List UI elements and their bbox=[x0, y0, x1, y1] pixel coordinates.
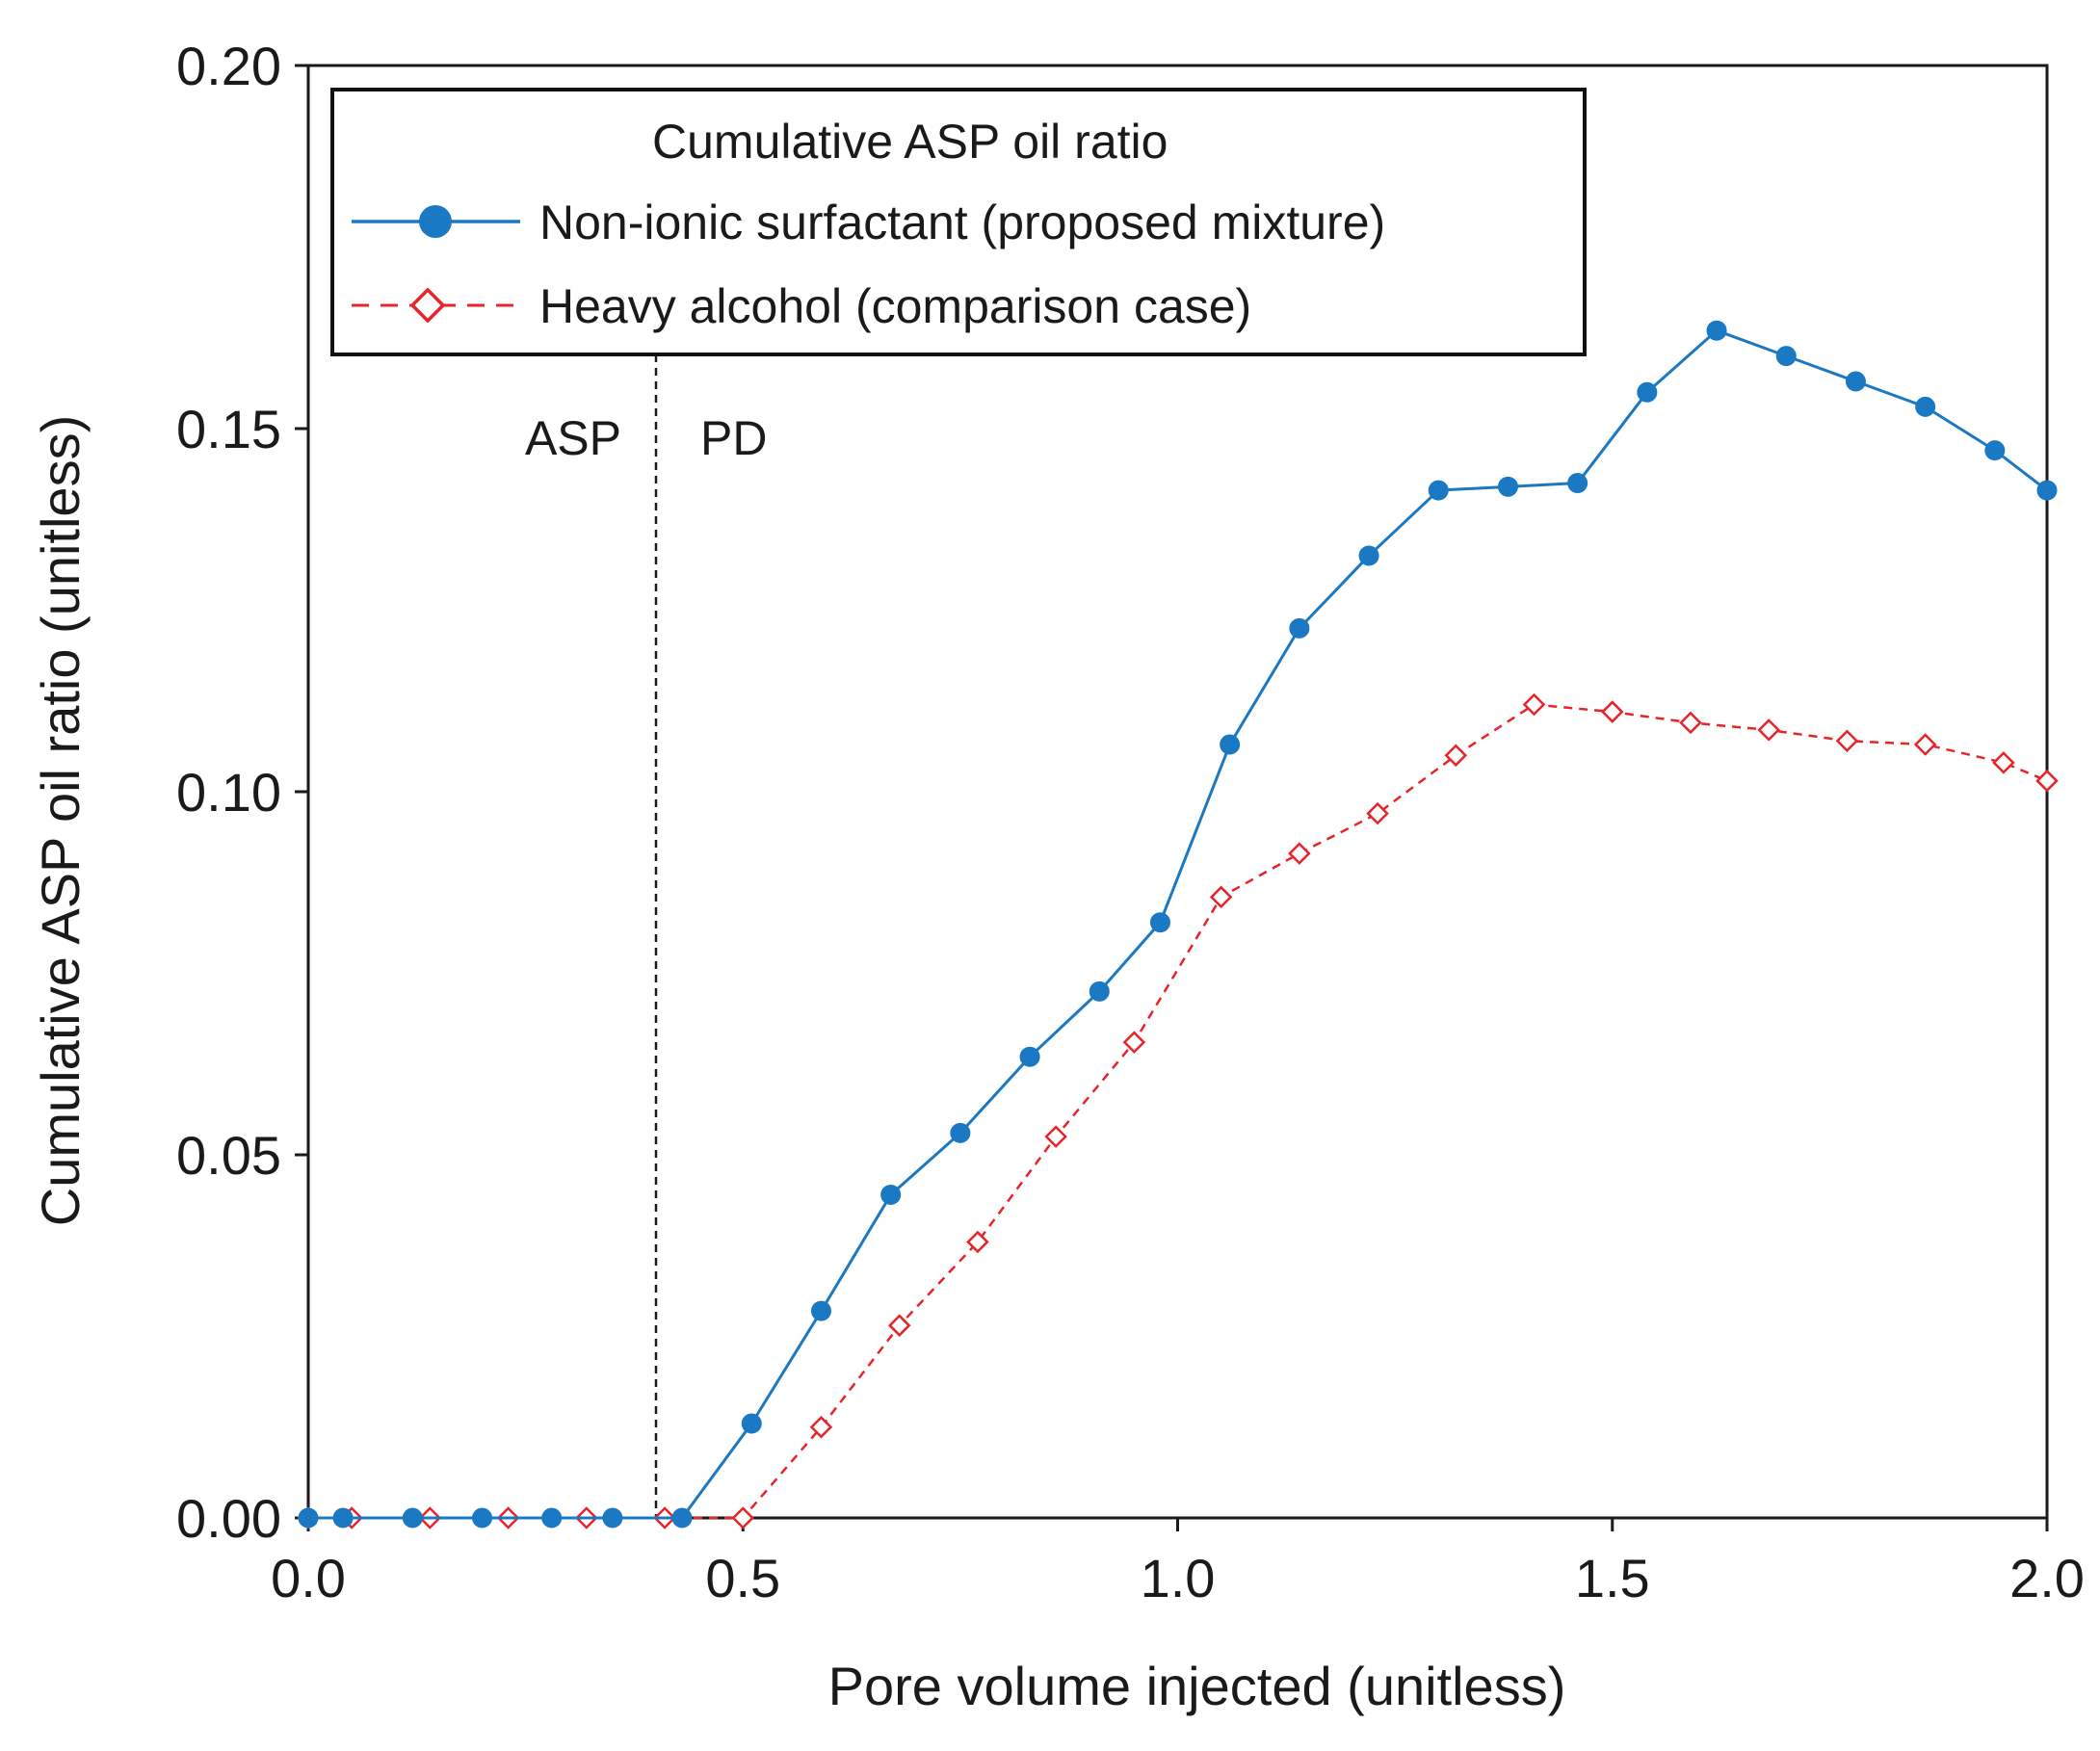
legend-entry-non-ionic-surfactant: Non-ionic surfactant (proposed mixture) bbox=[352, 196, 1385, 249]
point-non-ionic-surfactant bbox=[1149, 912, 1170, 933]
point-non-ionic-surfactant bbox=[1497, 476, 1518, 497]
point-heavy-alcohol bbox=[1600, 700, 1624, 723]
point-non-ionic-surfactant bbox=[1706, 320, 1727, 341]
point-heavy-alcohol bbox=[1913, 733, 1937, 756]
point-non-ionic-surfactant bbox=[472, 1507, 492, 1529]
y-tick-label: 0.00 bbox=[176, 1488, 281, 1549]
y-tick-label: 0.20 bbox=[176, 36, 281, 96]
point-heavy-alcohol bbox=[2035, 769, 2059, 793]
point-non-ionic-surfactant bbox=[2036, 480, 2058, 501]
legend-label-heavy-alcohol: Heavy alcohol (comparison case) bbox=[539, 279, 1251, 333]
point-non-ionic-surfactant bbox=[402, 1507, 423, 1529]
series-heavy-alcohol bbox=[297, 693, 2059, 1529]
point-heavy-alcohol bbox=[1122, 1031, 1146, 1054]
point-non-ionic-surfactant bbox=[1358, 545, 1379, 566]
point-heavy-alcohol bbox=[1288, 842, 1311, 865]
point-non-ionic-surfactant bbox=[950, 1122, 971, 1143]
point-non-ionic-surfactant bbox=[1289, 617, 1310, 639]
point-heavy-alcohol bbox=[809, 1415, 833, 1439]
point-heavy-alcohol bbox=[887, 1314, 911, 1337]
series-non-ionic-surfactant bbox=[298, 320, 2058, 1529]
legend-box bbox=[330, 88, 1587, 356]
asp-region-label: ASP bbox=[525, 411, 621, 465]
point-heavy-alcohol bbox=[966, 1230, 989, 1254]
point-heavy-alcohol bbox=[1209, 885, 1233, 909]
point-heavy-alcohol bbox=[1044, 1125, 1067, 1148]
pd-region-label: PD bbox=[700, 411, 767, 465]
y-tick-label: 0.05 bbox=[176, 1125, 281, 1186]
point-non-ionic-surfactant bbox=[741, 1413, 762, 1434]
point-non-ionic-surfactant bbox=[1428, 480, 1449, 501]
point-heavy-alcohol bbox=[1835, 729, 1859, 752]
point-non-ionic-surfactant bbox=[1019, 1046, 1040, 1067]
point-non-ionic-surfactant bbox=[298, 1507, 319, 1529]
legend-marker-diamond bbox=[409, 287, 446, 324]
x-tick-label: 0.5 bbox=[705, 1548, 780, 1608]
point-non-ionic-surfactant bbox=[1845, 371, 1866, 392]
point-non-ionic-surfactant bbox=[880, 1184, 902, 1205]
legend-label-non-ionic: Non-ionic surfactant (proposed mixture) bbox=[539, 196, 1385, 249]
point-heavy-alcohol bbox=[1444, 744, 1468, 768]
point-non-ionic-surfactant bbox=[332, 1507, 354, 1529]
point-heavy-alcohol bbox=[1757, 719, 1780, 742]
point-non-ionic-surfactant bbox=[1220, 734, 1241, 755]
point-non-ionic-surfactant bbox=[810, 1300, 831, 1321]
point-non-ionic-surfactant bbox=[1984, 440, 2006, 461]
point-non-ionic-surfactant bbox=[1567, 473, 1588, 494]
point-non-ionic-surfactant bbox=[671, 1507, 693, 1529]
x-tick-label: 1.0 bbox=[1141, 1548, 1216, 1608]
y-axis-title: Cumulative ASP oil ratio (unitless) bbox=[30, 415, 91, 1226]
line-heavy-alcohol bbox=[308, 703, 2048, 1520]
point-heavy-alcohol bbox=[1366, 801, 1389, 825]
x-axis-title: Pore volume injected (unitless) bbox=[828, 1656, 1566, 1716]
x-tick-label: 0.0 bbox=[271, 1548, 346, 1608]
point-non-ionic-surfactant bbox=[1915, 396, 1936, 417]
legend-marker-circle bbox=[419, 205, 452, 238]
point-heavy-alcohol bbox=[1522, 693, 1546, 717]
point-non-ionic-surfactant bbox=[602, 1507, 623, 1529]
line-non-ionic-surfactant bbox=[308, 328, 2048, 1520]
y-tick-label: 0.15 bbox=[176, 399, 281, 459]
point-non-ionic-surfactant bbox=[1775, 346, 1797, 367]
point-non-ionic-surfactant bbox=[1637, 381, 1658, 403]
point-heavy-alcohol bbox=[731, 1506, 755, 1529]
legend-title: Cumulative ASP oil ratio bbox=[652, 115, 1168, 169]
point-non-ionic-surfactant bbox=[1089, 980, 1110, 1002]
point-heavy-alcohol bbox=[1992, 751, 2015, 774]
legend-entry-heavy-alcohol: Heavy alcohol (comparison case) bbox=[352, 279, 1251, 333]
x-tick-label: 1.5 bbox=[1575, 1548, 1650, 1608]
y-tick-label: 0.10 bbox=[176, 762, 281, 823]
point-non-ionic-surfactant bbox=[541, 1507, 563, 1529]
x-tick-label: 2.0 bbox=[2009, 1548, 2085, 1608]
point-heavy-alcohol bbox=[1679, 711, 1702, 735]
